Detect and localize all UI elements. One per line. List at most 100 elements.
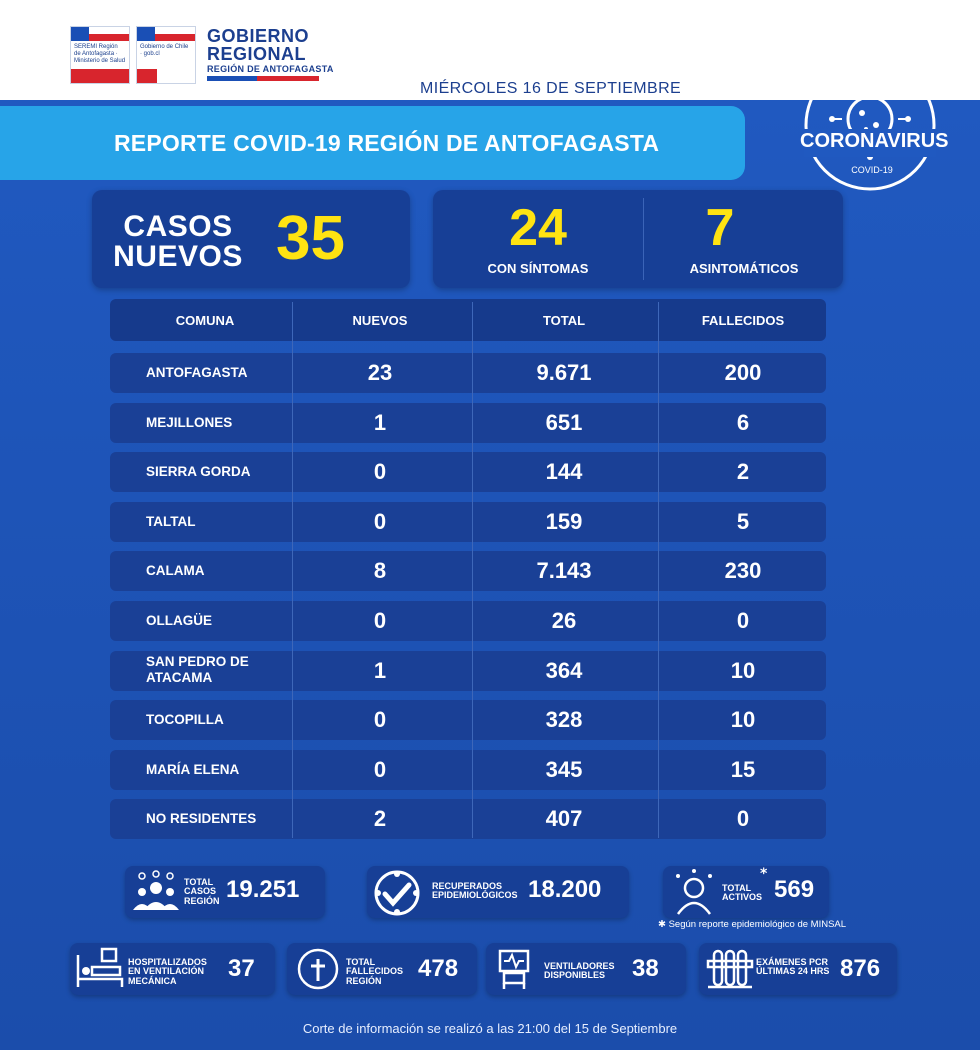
table-header-row xyxy=(110,299,826,341)
asintomaticos-label: ASINTOMÁTICOS xyxy=(689,261,799,276)
people-group-icon xyxy=(133,870,179,910)
minsal-note: ✱ Según reporte epidemiológico de MINSAL xyxy=(658,919,847,930)
header-comuna: COMUNA xyxy=(175,313,235,328)
table-row xyxy=(110,700,826,740)
cell-fallecidos: 6 xyxy=(736,410,750,435)
cell-nuevos: 8 xyxy=(373,558,387,583)
header-total: TOTAL xyxy=(542,313,586,328)
cell-fallecidos: 230 xyxy=(724,558,762,583)
cell-total: 345 xyxy=(545,757,583,782)
activos-card xyxy=(663,866,829,918)
table-row xyxy=(110,651,826,691)
badge-sub-text: COVID-19 xyxy=(851,165,893,175)
cell-nuevos: 0 xyxy=(373,509,387,534)
cell-total: 9.671 xyxy=(536,360,592,385)
column-divider xyxy=(292,302,293,838)
ventilator-icon xyxy=(498,949,530,989)
cell-fallecidos: 2 xyxy=(736,459,750,484)
table-row xyxy=(110,551,826,591)
cell-nuevos: 0 xyxy=(373,459,387,484)
cell-nuevos: 0 xyxy=(373,608,387,633)
cell-total: 7.143 xyxy=(536,558,592,583)
cell-total: 407 xyxy=(545,806,583,831)
hospitalizados-card xyxy=(70,943,275,995)
gob-line-3: REGIÓN DE ANTOFAGASTA xyxy=(207,64,334,74)
footer-note: Corte de información se realizó a las 21… xyxy=(302,1021,678,1036)
ventiladores-label: VENTILADORES DISPONIBLES xyxy=(544,961,615,981)
cell-fallecidos: 10 xyxy=(730,707,756,732)
recuperados-value: 18.200 xyxy=(528,876,602,903)
cell-fallecidos: 5 xyxy=(736,509,750,534)
cell-total: 651 xyxy=(545,410,583,435)
cell-comuna: OLLAGÜE xyxy=(146,613,212,628)
hospitalizados-label: HOSPITALIZADOS EN VENTILACIÓN MECÁNICA xyxy=(128,957,207,986)
cell-nuevos: 23 xyxy=(367,360,393,385)
cell-comuna: CALAMA xyxy=(146,563,205,578)
hospitalizados-value: 37 xyxy=(228,955,255,982)
cell-fallecidos: 200 xyxy=(724,360,762,385)
column-divider xyxy=(658,302,659,838)
gob-underline xyxy=(207,76,319,81)
cell-total: 144 xyxy=(545,459,583,484)
cell-comuna: TALTAL xyxy=(146,514,196,529)
header-fallecidos: FALLECIDOS xyxy=(701,313,785,328)
cell-nuevos: 1 xyxy=(373,658,387,683)
cell-comuna: NO RESIDENTES xyxy=(146,811,257,826)
column-divider xyxy=(472,302,473,838)
table-row xyxy=(110,452,826,492)
virus-check-icon xyxy=(374,870,420,916)
cross-icon xyxy=(297,948,339,990)
seremi-logo-text: SEREMI Región de Antofagasta · Ministeri… xyxy=(74,44,126,65)
examenes-value: 876 xyxy=(840,955,881,982)
gobierno-regional-logo: GOBIERNO REGIONAL REGIÓN DE ANTOFAGASTA xyxy=(207,27,334,74)
gob-line-2: REGIONAL xyxy=(207,44,307,64)
cell-nuevos: 0 xyxy=(373,707,387,732)
cell-nuevos: 1 xyxy=(373,410,387,435)
gobierno-chile-logo xyxy=(136,26,196,84)
cell-comuna: TOCOPILLA xyxy=(146,712,224,727)
badge-main-text: CORONAVIRUS xyxy=(800,130,949,152)
gob-bluebar xyxy=(207,76,257,81)
casos-nuevos-label: CASOS NUEVOS xyxy=(113,210,243,273)
seremi-logo xyxy=(70,26,130,84)
recuperados-label: RECUPERADOS EPIDEMIOLÓGICOS xyxy=(432,881,518,901)
fallecidos-label: TOTAL FALLECIDOS REGIÓN xyxy=(346,957,404,986)
total-casos-value: 19.251 xyxy=(226,876,300,903)
fallecidos-value: 478 xyxy=(418,955,459,982)
hospital-bed-icon xyxy=(76,947,124,987)
gob-line-1: GOBIERNO xyxy=(207,26,310,46)
header-nuevos: NUEVOS xyxy=(352,313,408,328)
cell-comuna: SAN PEDRO DE ATACAMA xyxy=(146,654,249,686)
cell-fallecidos: 15 xyxy=(730,757,756,782)
examenes-label: EXÁMENES PCR ÚLTIMAS 24 HRS xyxy=(756,957,830,977)
report-date: MIÉRCOLES 16 DE SEPTIEMBRE xyxy=(420,80,682,97)
asintomaticos-value: 7 xyxy=(705,199,735,257)
table-row xyxy=(110,403,826,443)
total-casos-label: TOTAL CASOS REGIÓN xyxy=(184,877,220,906)
page-title: REPORTE COVID-19 REGIÓN DE ANTOFAGASTA xyxy=(114,130,660,156)
table-row xyxy=(110,601,826,641)
badge-top-text: PLAN DE ACCIÓN xyxy=(830,70,914,81)
ventiladores-value: 38 xyxy=(632,955,659,982)
cell-total: 364 xyxy=(545,658,583,683)
table-row xyxy=(110,502,826,542)
casos-nuevos-value: 35 xyxy=(276,204,345,273)
casos-nuevos-card xyxy=(92,190,410,288)
sintomas-card xyxy=(433,190,843,288)
activos-star: * xyxy=(760,866,768,882)
con-sintomas-value: 24 xyxy=(509,199,567,257)
con-sintomas-label: CON SÍNTOMAS xyxy=(487,261,589,276)
test-tubes-icon xyxy=(706,949,754,989)
cell-fallecidos: 0 xyxy=(736,806,750,831)
cell-total: 328 xyxy=(545,707,583,732)
cell-fallecidos: 0 xyxy=(736,608,750,633)
cell-total: 26 xyxy=(551,608,577,633)
cell-comuna: MARÍA ELENA xyxy=(146,762,240,777)
table-row xyxy=(110,799,826,839)
cell-nuevos: 0 xyxy=(373,757,387,782)
patient-icon xyxy=(676,869,712,915)
activos-value: 569 xyxy=(774,876,815,903)
title-bar: REPORTE COVID-19 REGIÓN DE ANTOFAGASTA xyxy=(0,106,745,180)
cell-comuna: MEJILLONES xyxy=(146,415,233,430)
cell-nuevos: 2 xyxy=(373,806,387,831)
